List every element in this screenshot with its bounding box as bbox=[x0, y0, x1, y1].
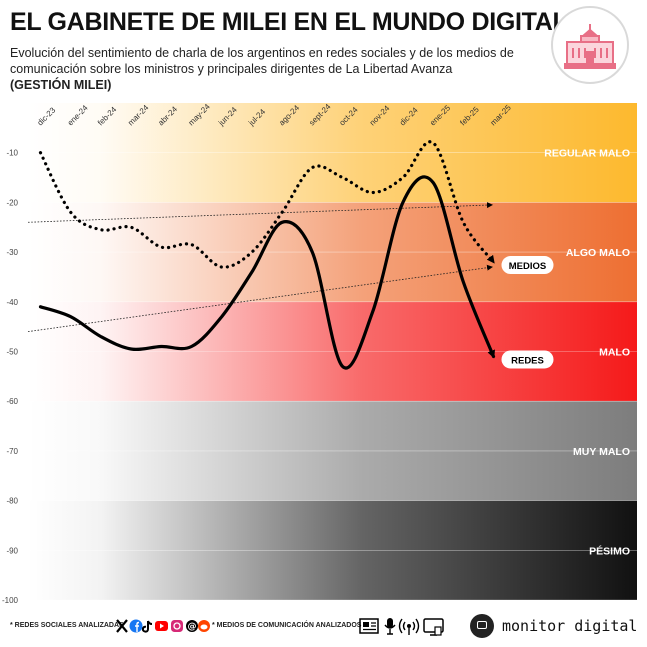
media-icons bbox=[359, 618, 444, 636]
threads-icon: @ bbox=[186, 620, 198, 632]
youtube-icon bbox=[155, 621, 168, 631]
series-line-medios bbox=[38, 140, 496, 269]
x-icon bbox=[116, 619, 128, 633]
y-tick-label: -70 bbox=[6, 447, 18, 456]
y-tick-label: -20 bbox=[6, 198, 18, 207]
y-tick-label: -100 bbox=[2, 596, 19, 605]
y-tick-label: -30 bbox=[6, 248, 18, 257]
trend-line-medios bbox=[27, 202, 493, 223]
band-label: MUY MALO bbox=[573, 446, 630, 458]
page-title: EL GABINETE DE MILEI EN EL MUNDO DIGITAL bbox=[10, 8, 568, 36]
y-tick-label: -90 bbox=[6, 546, 18, 555]
facebook-icon bbox=[129, 619, 143, 633]
band-label: MALO bbox=[599, 347, 630, 359]
series-label-redes: REDES bbox=[501, 350, 554, 369]
svg-text:@: @ bbox=[188, 622, 197, 632]
series-label-text: REDES bbox=[511, 355, 544, 366]
radio-icon bbox=[398, 618, 420, 635]
series-label-text: MEDIOS bbox=[509, 261, 546, 272]
series-label-box bbox=[501, 256, 554, 275]
y-tick-label: -50 bbox=[6, 348, 18, 357]
band-label: ALGO MALO bbox=[566, 247, 630, 259]
page-subtitle: Evolución del sentimiento de charla de l… bbox=[10, 45, 550, 93]
subtitle-bold: (GESTIÓN MILEI) bbox=[10, 78, 112, 92]
series-label-box bbox=[501, 350, 554, 369]
series-label-medios: MEDIOS bbox=[501, 256, 554, 275]
footer: * REDES SOCIALES ANALIZADAS @ * MEDIOS D… bbox=[0, 608, 647, 647]
reddit-icon bbox=[198, 620, 210, 632]
band-label: PÉSIMO bbox=[589, 544, 630, 557]
trend-line-redes bbox=[27, 264, 493, 333]
microphone-icon bbox=[384, 618, 396, 635]
tiktok-icon bbox=[141, 620, 153, 633]
subtitle-text: Evolución del sentimiento de charla de l… bbox=[10, 46, 514, 76]
instagram-icon bbox=[171, 620, 183, 632]
social-icons: @ bbox=[116, 619, 210, 633]
y-tick-label: -80 bbox=[6, 497, 18, 506]
y-tick-label: -60 bbox=[6, 397, 18, 406]
tv-icon bbox=[423, 618, 444, 636]
casa-rosada-logo bbox=[551, 6, 629, 84]
y-tick-label: -10 bbox=[6, 149, 18, 158]
media-label: * MEDIOS DE COMUNICACIÓN ANALIZADOS bbox=[212, 622, 362, 629]
brand-name: monitor digital bbox=[502, 617, 638, 635]
monitor-digital-logo-icon bbox=[470, 614, 494, 638]
series-line-redes bbox=[38, 175, 496, 370]
casa-rosada-icon bbox=[564, 24, 616, 69]
social-networks-label: * REDES SOCIALES ANALIZADAS bbox=[10, 622, 124, 629]
newspaper-icon bbox=[359, 618, 379, 634]
band-label: REGULAR MALO bbox=[544, 148, 630, 160]
y-tick-label: -40 bbox=[6, 298, 18, 307]
